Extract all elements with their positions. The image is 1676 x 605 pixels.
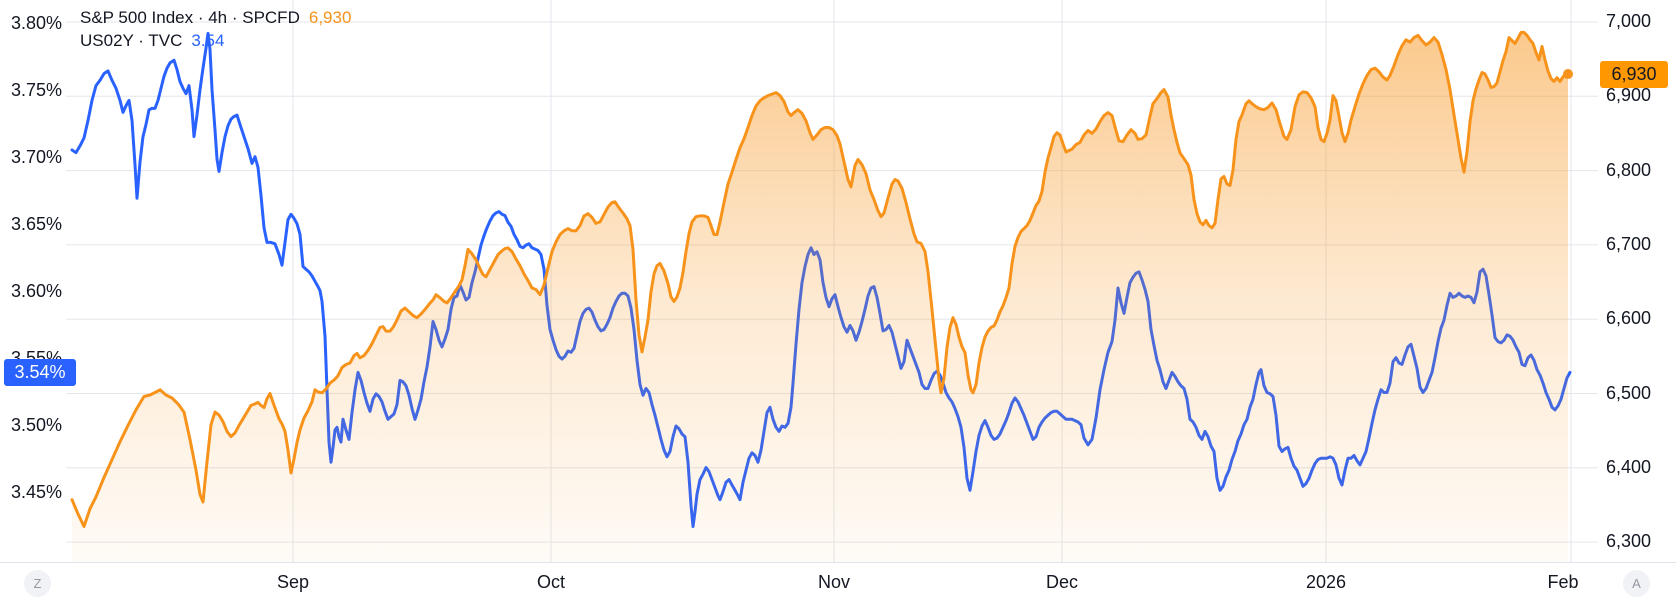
legend-us02y-title: US02Y · TVC [80,31,183,50]
right-axis-tick: 6,800 [1606,159,1652,180]
legend-sp500-last-value: 6,930 [308,8,352,27]
right-axis-tick: 6,700 [1606,233,1652,254]
timezone-button[interactable]: Z [24,570,51,597]
legend-us02y-last-value: 3.54 [191,31,225,50]
legend-sp500-title: S&P 500 Index · 4h · SPCFD [80,8,300,27]
right-axis-tick: 6,400 [1606,456,1652,477]
time-axis-tick: Oct [536,572,565,592]
time-axis-tick: 2026 [1305,572,1347,592]
auto-scale-button[interactable]: A [1623,570,1650,597]
left-axis-tick: 3.80% [10,13,62,33]
time-axis-tick: Dec [1045,572,1078,592]
time-axis-tick: Feb [1547,572,1579,592]
sp500-area-fill [72,32,1568,562]
sp500-last-price-label: 6,930 [1600,60,1668,88]
left-axis-tick: 3.60% [10,281,62,301]
sp500-last-price-dot [1563,69,1573,79]
time-axis-tick: Nov [817,572,850,592]
left-axis-tick: 3.70% [10,147,62,167]
chart-legend: S&P 500 Index · 4h · SPCFD 6,930 US02Y ·… [80,6,351,52]
right-axis-tick: 6,300 [1606,531,1652,552]
right-axis-tick: 7,000 [1606,11,1652,31]
left-axis-tick: 3.50% [10,415,62,435]
left-axis-tick: 3.75% [10,80,62,100]
right-axis-tick: 6,900 [1606,85,1652,106]
right-axis-tick: 6,600 [1606,308,1652,329]
left-axis-tick: 3.65% [10,214,62,234]
sp500-line [70,30,1570,528]
time-axis-tick: Sep [276,572,310,592]
us02y-last-price-label: 3.54% [4,358,76,386]
legend-row-sp500[interactable]: S&P 500 Index · 4h · SPCFD 6,930 [80,6,351,29]
left-axis-tick: 3.45% [10,482,62,502]
legend-row-us02y[interactable]: US02Y · TVC 3.54 [80,29,351,52]
right-axis-tick: 6,500 [1606,382,1652,403]
